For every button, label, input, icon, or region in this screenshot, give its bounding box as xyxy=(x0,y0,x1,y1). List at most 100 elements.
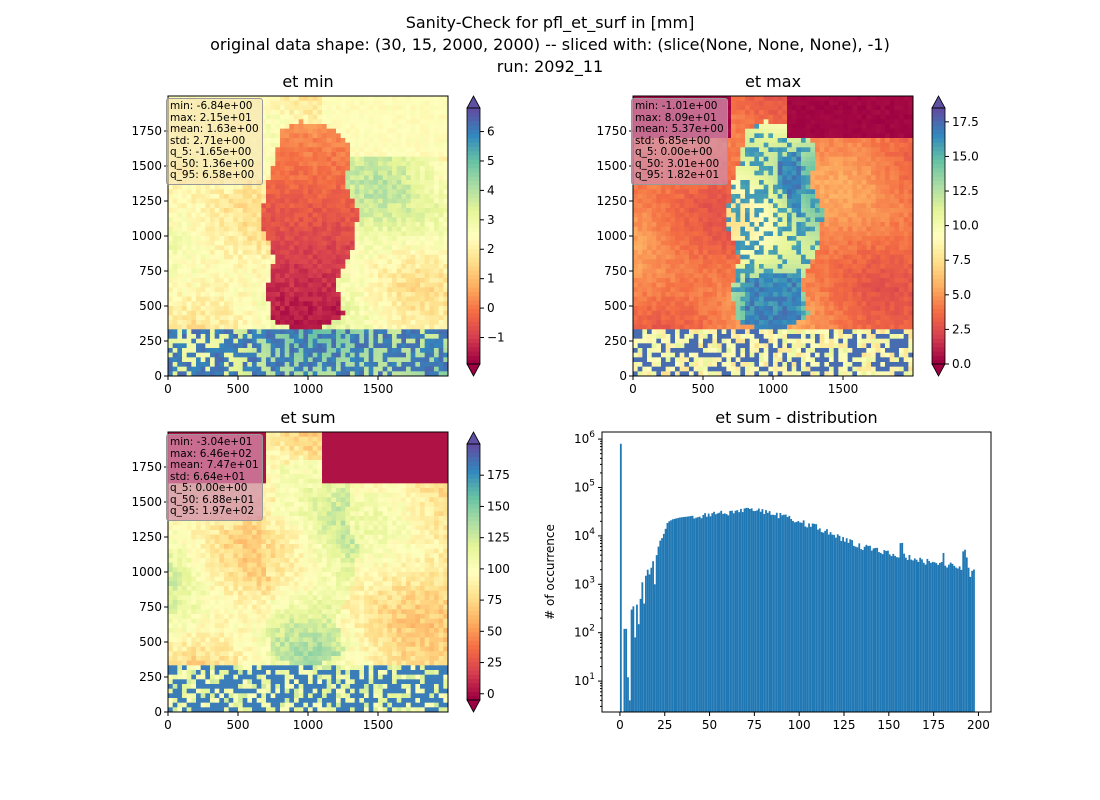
heatmap-cell xyxy=(340,114,346,120)
heatmap-cell xyxy=(205,366,211,372)
colorbar-segment xyxy=(467,112,480,118)
heatmap-cell xyxy=(219,259,225,265)
heatmap-cell xyxy=(186,254,192,260)
heatmap-cell xyxy=(186,329,192,335)
heatmap-cell xyxy=(415,114,421,120)
heatmap-cell xyxy=(294,250,300,256)
y-tick-label: 250 xyxy=(139,334,162,348)
heatmap-cell xyxy=(284,254,290,260)
heatmap-cell xyxy=(200,236,206,242)
heatmap-cell xyxy=(298,175,304,181)
heatmap-cell xyxy=(364,194,370,200)
heatmap-cell xyxy=(266,250,272,256)
heatmap-cell xyxy=(396,296,402,302)
heatmap-cell xyxy=(284,142,290,148)
heatmap-cell xyxy=(861,189,867,195)
heatmap-cell xyxy=(782,110,788,116)
heatmap-cell xyxy=(261,268,267,274)
heatmap-cell xyxy=(763,133,769,139)
heatmap-cell xyxy=(219,348,225,354)
heatmap-cell xyxy=(298,259,304,265)
heatmap-cell xyxy=(354,240,360,246)
heatmap-cell xyxy=(312,278,318,284)
heatmap-cell xyxy=(382,366,388,372)
heatmap-cell xyxy=(420,287,426,293)
heatmap-cell xyxy=(852,128,858,134)
heatmap-cell xyxy=(200,315,206,321)
heatmap-cell xyxy=(875,152,881,158)
heatmap-cell xyxy=(284,208,290,214)
heatmap-cell xyxy=(186,273,192,279)
heatmap-cell xyxy=(303,315,309,321)
heatmap-cell xyxy=(256,250,262,256)
heatmap-cell xyxy=(261,222,267,228)
heatmap-cell xyxy=(410,310,416,316)
heatmap-cell xyxy=(420,203,426,209)
heatmap-cell xyxy=(261,352,267,358)
heatmap-cell xyxy=(275,250,281,256)
heatmap-cell xyxy=(420,324,426,330)
heatmap-cell xyxy=(350,245,356,251)
heatmap-cell xyxy=(438,184,444,190)
heatmap-cell xyxy=(172,324,178,330)
heatmap-cell xyxy=(434,352,440,358)
heatmap-cell xyxy=(368,100,374,106)
heatmap-cell xyxy=(280,259,286,265)
heatmap-cell xyxy=(819,114,825,120)
heatmap-cell xyxy=(392,128,398,134)
heatmap-cell xyxy=(280,287,286,293)
heatmap-cell xyxy=(861,161,867,167)
colorbar-segment xyxy=(467,346,480,352)
heatmap-cell xyxy=(810,138,816,144)
heatmap-cell xyxy=(382,217,388,223)
heatmap-cell xyxy=(866,110,872,116)
heatmap-cell xyxy=(368,231,374,237)
heatmap-cell xyxy=(200,278,206,284)
heatmap-cell xyxy=(261,334,267,340)
heatmap-cell xyxy=(322,236,328,242)
heatmap-cell xyxy=(312,100,318,106)
heatmap-cell xyxy=(172,198,178,204)
heatmap-cell xyxy=(340,110,346,116)
heatmap-cell xyxy=(359,287,365,293)
heatmap-cell xyxy=(210,245,216,251)
heatmap-cell xyxy=(270,343,276,349)
heatmap-cell xyxy=(782,156,788,162)
heatmap-cell xyxy=(410,348,416,354)
heatmap-cell xyxy=(401,357,407,363)
heatmap-cell xyxy=(805,166,811,172)
heatmap-cell xyxy=(200,208,206,214)
heatmap-cell xyxy=(406,226,412,232)
heatmap-cell xyxy=(754,114,760,120)
heatmap-cell xyxy=(359,236,365,242)
heatmap-cell xyxy=(182,259,188,265)
heatmap-cell xyxy=(326,310,332,316)
heatmap-cell xyxy=(866,166,872,172)
heatmap-cell xyxy=(415,282,421,288)
heatmap-cell xyxy=(177,236,183,242)
heatmap-cell xyxy=(186,352,192,358)
heatmap-cell xyxy=(336,114,342,120)
heatmap-cell xyxy=(182,371,188,377)
heatmap-cell xyxy=(829,114,835,120)
heatmap-cell xyxy=(233,278,239,284)
heatmap-cell xyxy=(256,315,262,321)
heatmap-cell xyxy=(382,301,388,307)
heatmap-cell xyxy=(261,287,267,293)
heatmap-cell xyxy=(833,184,839,190)
heatmap-cell xyxy=(637,184,643,190)
heatmap-cell xyxy=(336,105,342,111)
heatmap-cell xyxy=(228,352,234,358)
heatmap-cell xyxy=(308,222,314,228)
heatmap-cell xyxy=(196,324,202,330)
colorbar-segment xyxy=(467,244,480,250)
heatmap-cell xyxy=(415,371,421,377)
heatmap-cell xyxy=(698,194,704,200)
heatmap-cell xyxy=(429,282,435,288)
heatmap-cell xyxy=(721,194,727,200)
heatmap-cell xyxy=(777,147,783,153)
heatmap-cell xyxy=(382,100,388,106)
heatmap-cell xyxy=(908,166,914,172)
heatmap-cell xyxy=(182,203,188,209)
heatmap-cell xyxy=(294,301,300,307)
